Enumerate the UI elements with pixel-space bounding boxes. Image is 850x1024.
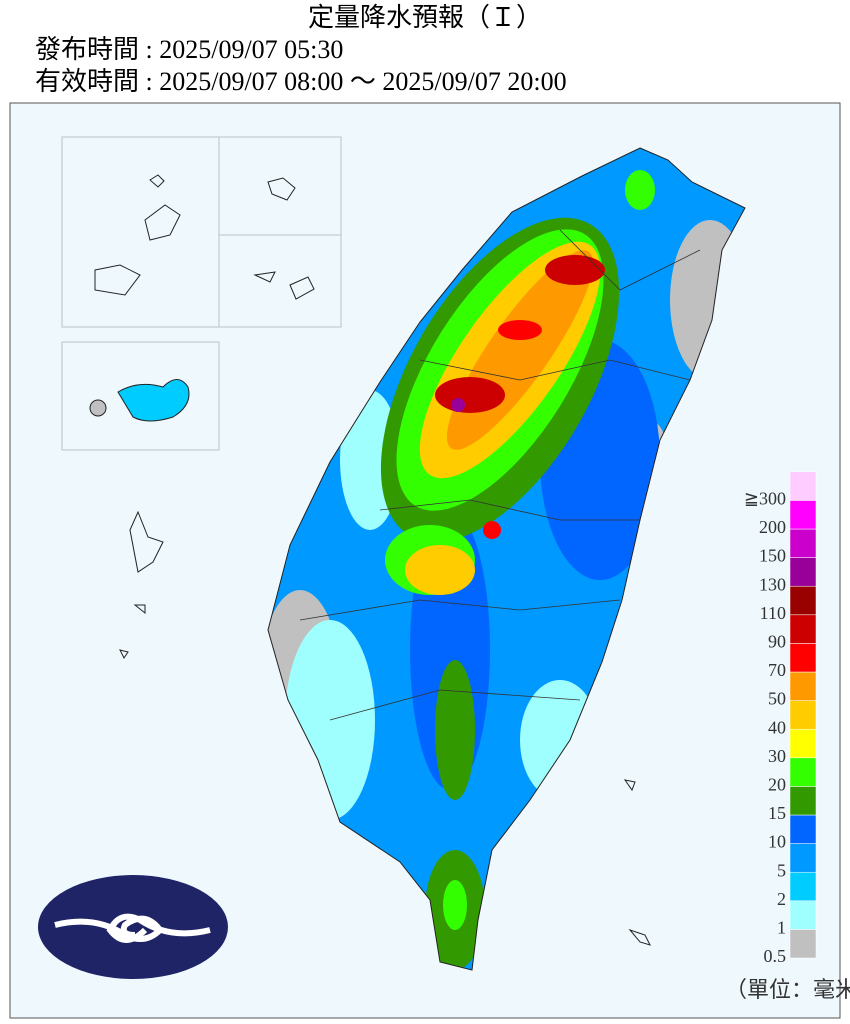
legend-label: 40 <box>768 717 786 737</box>
legend-label: 15 <box>768 803 786 823</box>
cwa-logo <box>38 875 228 979</box>
legend-label: 200 <box>759 517 786 537</box>
legend-swatch <box>789 528 817 558</box>
legend-label: 90 <box>768 632 786 652</box>
legend-swatch <box>789 814 817 844</box>
legend-swatch <box>789 671 817 701</box>
county-borders <box>299 229 701 721</box>
legend-label: 2 <box>777 889 786 909</box>
legend-swatch <box>789 757 817 787</box>
legend: 0.5 1 2 5 10 15 20 30 40 50 70 90 110 130 150 200 ≧300 <box>744 471 817 966</box>
small-islands <box>623 779 651 946</box>
legend-swatch <box>789 786 817 816</box>
valid-time: 有效時間 : 2025/09/07 08:00 ～ 2025/09/07 20:… <box>35 67 567 96</box>
legend-swatch <box>789 471 817 501</box>
legend-label: 0.5 <box>764 946 787 966</box>
legend-label: 30 <box>768 746 786 766</box>
legend-swatch <box>789 643 817 673</box>
penghu <box>117 379 190 422</box>
legend-swatch <box>789 929 817 959</box>
legend-label: 10 <box>768 832 786 852</box>
issue-time: 發布時間 : 2025/09/07 05:30 <box>35 35 343 64</box>
legend-label: 110 <box>760 603 786 623</box>
taiwan-outline <box>267 147 746 971</box>
unit: （單位：毫米） <box>725 977 850 1002</box>
legend-label: 1 <box>777 918 786 938</box>
legend-swatch <box>789 500 817 530</box>
legend-label: 150 <box>759 546 786 566</box>
title: 定量降水預報（Ｉ） <box>308 3 542 32</box>
legend-label: ≧300 <box>744 489 786 509</box>
legend-swatch <box>789 843 817 873</box>
legend-label: 70 <box>768 660 786 680</box>
legend-swatch <box>789 871 817 902</box>
legend-swatch <box>789 728 817 759</box>
legend-label: 50 <box>768 689 786 709</box>
inset-islands <box>94 174 315 659</box>
legend-swatch <box>789 585 817 616</box>
legend-label: 130 <box>759 574 786 594</box>
legend-label: 5 <box>777 860 786 880</box>
insets <box>61 136 342 451</box>
penghu-islet <box>89 399 107 417</box>
legend-swatch <box>789 700 817 730</box>
legend-swatch <box>789 557 817 587</box>
legend-swatch <box>789 900 817 930</box>
legend-label: 20 <box>768 775 786 795</box>
legend-swatch <box>789 614 817 644</box>
